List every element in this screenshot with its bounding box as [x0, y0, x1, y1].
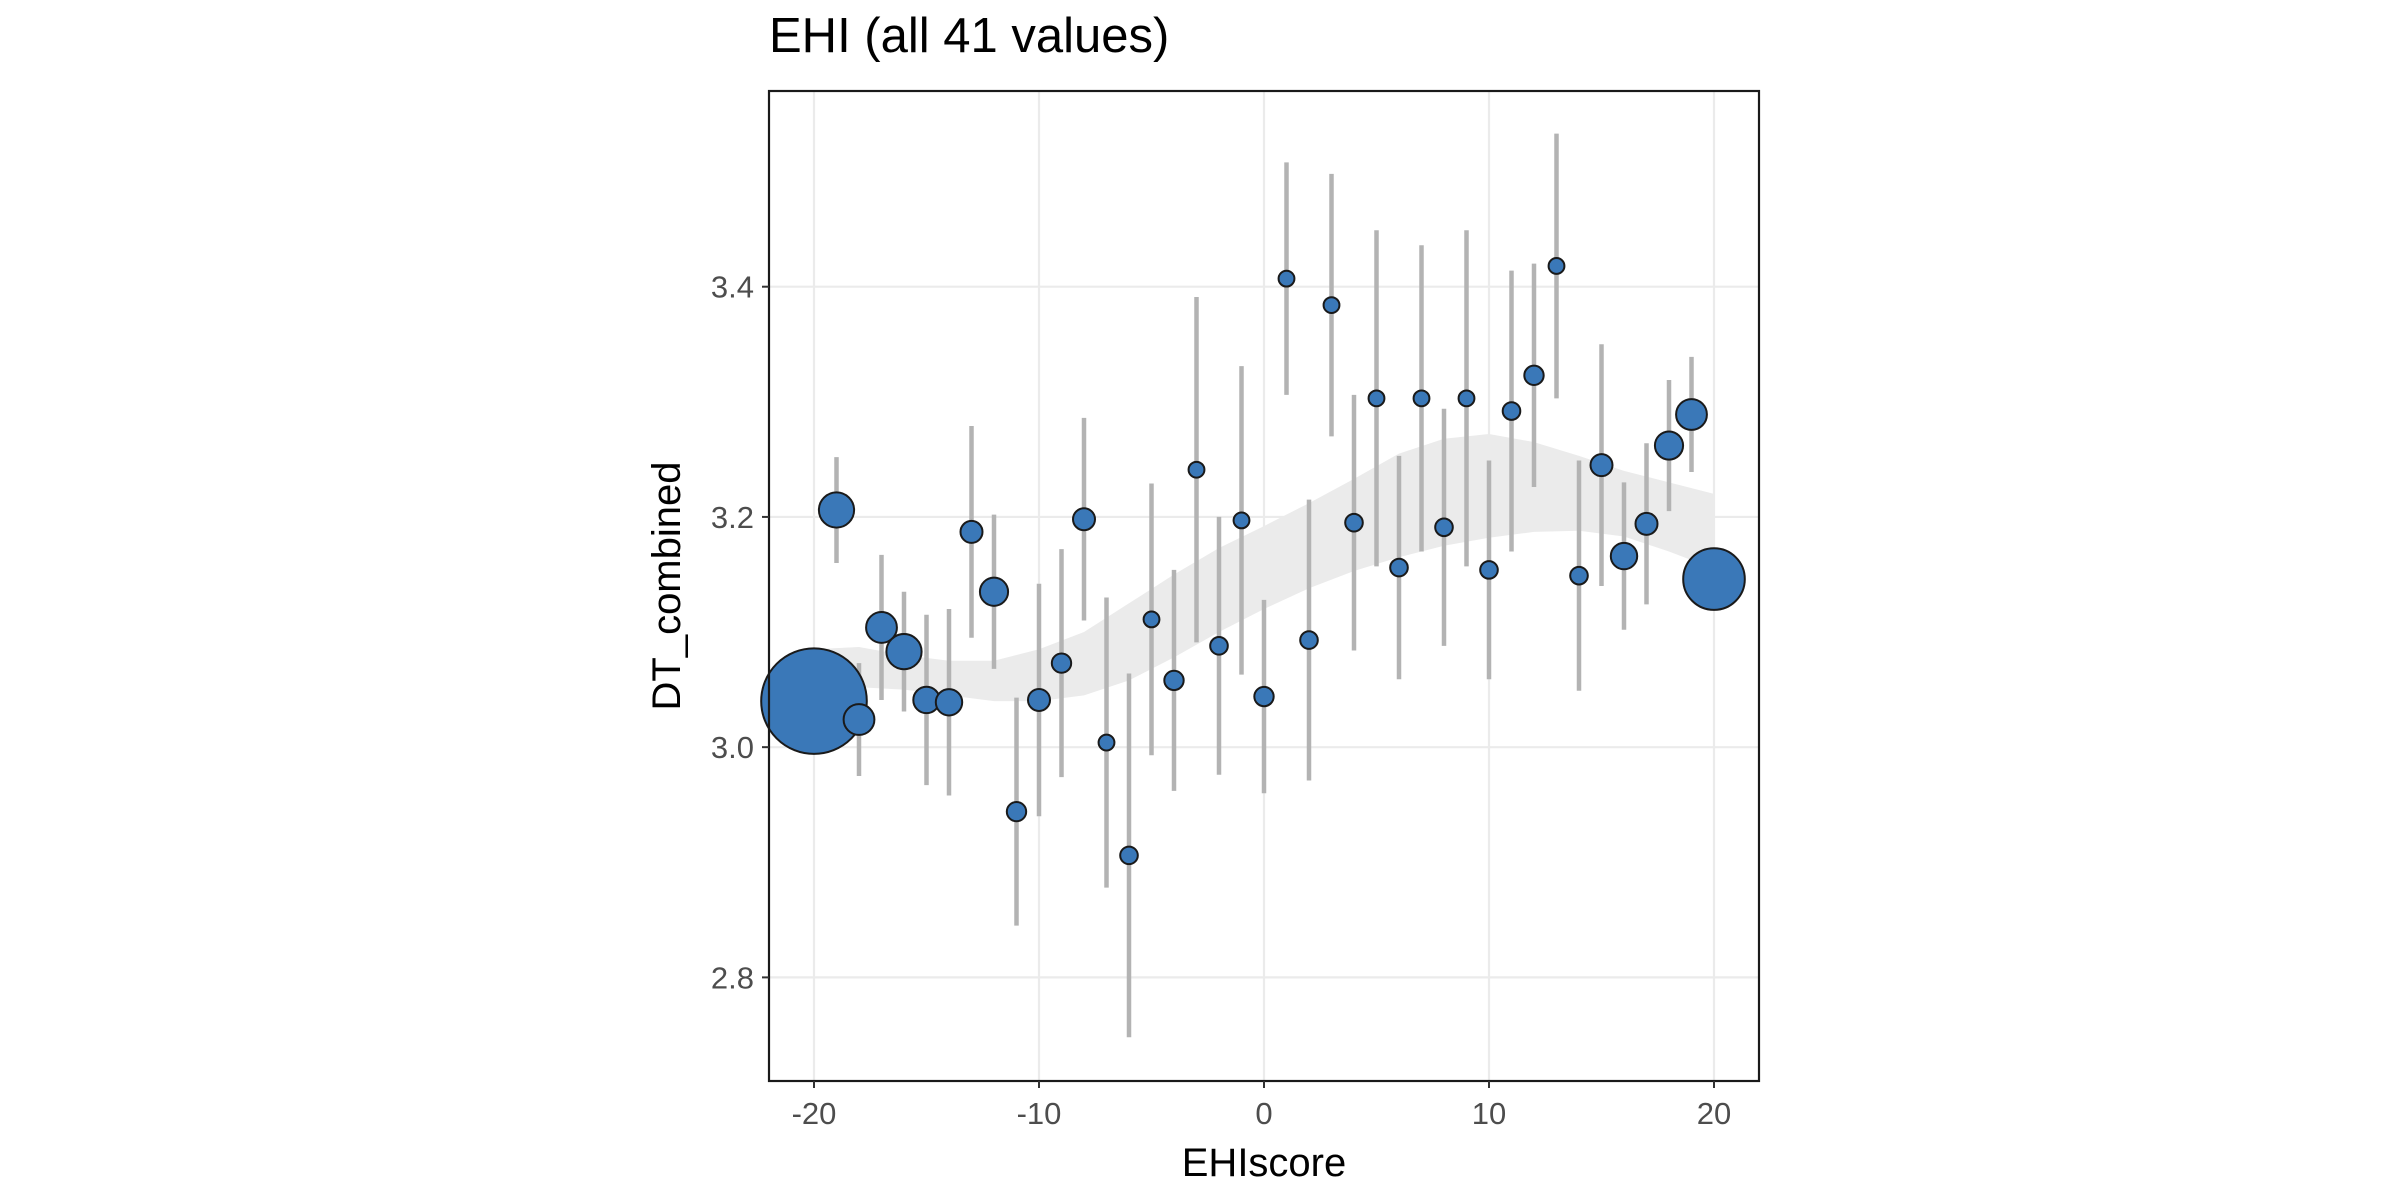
data-point: [1609, 541, 1639, 571]
data-point: [1277, 269, 1296, 288]
x-tick-label: -10: [1017, 1096, 1062, 1131]
data-point: [1253, 685, 1275, 708]
y-tick-label: 3.2: [711, 500, 754, 535]
data-point: [1479, 560, 1499, 580]
data-point: [978, 576, 1010, 607]
data-point: [1232, 511, 1251, 530]
data-point: [1412, 389, 1431, 408]
data-point: [865, 611, 898, 644]
point-layer: [760, 257, 1746, 866]
x-tick-label: -20: [792, 1096, 837, 1131]
data-point: [885, 633, 923, 671]
data-point: [1501, 401, 1522, 421]
data-point: [1027, 687, 1051, 712]
data-point: [1675, 398, 1708, 431]
data-point: [1434, 517, 1454, 538]
data-point: [1097, 733, 1116, 752]
x-tick-label: 20: [1697, 1096, 1731, 1131]
data-point: [934, 688, 964, 717]
data-point: [1119, 845, 1139, 866]
x-axis-title: EHIscore: [1182, 1141, 1347, 1185]
data-point: [817, 491, 856, 529]
data-point: [1299, 630, 1319, 650]
data-point: [1547, 257, 1566, 275]
data-point: [1569, 565, 1589, 586]
data-point: [1523, 364, 1545, 387]
data-point: [1322, 296, 1341, 315]
y-tick-label: 3.4: [711, 270, 754, 305]
data-point: [1367, 389, 1386, 408]
data-point: [1072, 507, 1096, 532]
axis-layer: -20 -10 0 10 20 2.8 3.0 3.2 3.4: [711, 270, 1731, 1131]
data-point: [842, 703, 876, 736]
chart-title: EHI (all 41 values): [769, 9, 1170, 63]
data-point: [1457, 389, 1476, 408]
data-point: [1142, 610, 1161, 629]
data-point: [1389, 557, 1409, 578]
y-tick-label: 3.0: [711, 730, 754, 765]
data-point: [1589, 453, 1614, 478]
data-point: [1634, 511, 1659, 536]
data-point: [1344, 512, 1364, 533]
data-point: [1682, 547, 1746, 611]
y-axis-title: DT_combined: [645, 461, 689, 710]
y-tick-label: 2.8: [711, 960, 754, 995]
data-point: [1163, 669, 1185, 692]
x-tick-label: 10: [1472, 1096, 1506, 1131]
data-point: [1005, 800, 1028, 823]
data-point: [1187, 460, 1206, 479]
data-point: [760, 647, 868, 755]
errorbar-layer: [834, 133, 1717, 1038]
data-point: [1050, 652, 1073, 674]
x-tick-label: 0: [1255, 1096, 1272, 1131]
data-point: [959, 519, 984, 544]
data-point: [1209, 636, 1229, 656]
data-point: [1653, 430, 1685, 461]
